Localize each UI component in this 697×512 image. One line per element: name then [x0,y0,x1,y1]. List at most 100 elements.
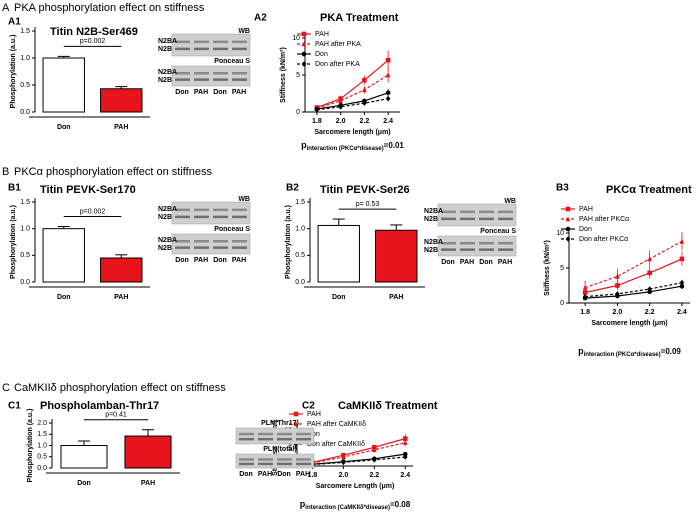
blot-label: PLN(total) [263,446,296,453]
blot-band [213,246,228,249]
panel-label: B2 [286,183,299,194]
legend-marker [565,206,571,212]
blot-band [175,246,190,249]
bar [124,435,172,469]
y-axis-label: Stiffness (kN/m²) [544,240,551,296]
x-tick-label: 2.0 [336,118,346,125]
series-line [312,442,406,464]
blot-band [239,432,254,436]
series-line [316,98,389,111]
blot-band-label: N2B [158,46,172,53]
y-axis-label: Phosphorylation (a.u.) [285,205,292,279]
blot-band [441,210,456,214]
blot-band [175,78,190,81]
legend-marker [565,236,571,242]
marker [314,106,320,113]
blot-band [213,78,228,81]
y-axis-label: Phosphorylation (a.u.) [10,205,17,279]
y-tick-label: 0 [296,109,300,116]
blot-band [194,246,209,249]
y-tick-label: 0.0 [20,109,30,116]
marker [402,439,408,445]
x-tick-label: 2.2 [360,118,370,125]
y-tick-label: 1.0 [20,55,30,62]
y-axis-label: Stiffness (kN/m²) [272,420,279,476]
blot-band [498,217,513,221]
blot-lane-label: PAH [498,259,512,266]
x-tick-label: Don [57,124,71,131]
bar [42,228,85,283]
blot-band [498,210,513,214]
x-tick-label: Don [77,480,91,487]
x-tick-label: PAH [141,480,155,487]
series-line [312,438,406,463]
legend-label: Don after CaMKIIδ [307,441,365,448]
blot-band [441,242,456,245]
marker [372,457,377,463]
series-line [316,74,389,109]
x-tick-label: 2.2 [645,309,655,316]
blot-band [498,242,513,245]
blot-band [232,246,247,249]
legend-label: Don [579,226,592,233]
blot-band [175,72,190,75]
legend-marker [565,216,571,222]
y-tick-label: 0.0 [37,465,47,472]
blot-band [441,248,456,251]
y-tick-label: 10 [292,35,300,42]
blot-band-label: N2B [158,214,172,221]
interaction-p-letter: p [578,346,584,356]
y-tick-label: 0.5 [20,82,30,89]
blot-band [232,208,247,212]
marker [385,57,391,63]
marker [362,87,367,93]
marker [341,459,346,466]
blot-band [213,240,228,243]
blot-band [277,458,292,461]
blot-image [437,235,517,257]
blot-image [171,33,251,57]
section-letter: A [2,2,10,14]
x-tick-label: 1.8 [308,472,318,479]
section-title: CaMKIIδ phosphorylation effect on stiffn… [14,382,226,394]
bar [317,224,360,283]
marker [582,284,588,290]
y-tick-label: 10 [556,230,564,237]
legend-label: PAH [307,411,321,418]
marker [362,100,367,106]
blot-band [277,432,292,436]
x-axis-label: Sarcomere Length (μm) [316,483,395,490]
bar [100,88,143,113]
blot-band [258,437,273,441]
series-line [316,92,389,110]
blot-band [194,78,209,81]
blot-lane-label: Don [175,257,189,264]
blot-band [213,47,228,51]
y-tick-label: 1.5 [20,199,30,206]
y-tick-label: 1.0 [295,226,305,233]
bar [60,445,108,469]
y-tick-label: 0.0 [295,279,305,286]
panel-title: PKA Treatment [320,12,399,24]
marker [372,447,377,453]
panel-label: A1 [8,17,21,28]
panel-label: C1 [8,401,21,412]
blot-band [479,217,494,221]
series-line [585,285,683,299]
blot-band [194,208,209,212]
interaction-p: pinteraction (PKCα*disease)=0.01 [301,140,404,151]
x-tick-label: 2.0 [339,472,349,479]
marker [647,256,652,262]
blot-lane-label: PAH [296,471,310,478]
panel-label: B1 [8,183,21,194]
blot-band [175,47,190,51]
blot-band [175,215,190,219]
p-value: p= 0.53 [356,201,380,208]
blot-image [437,203,517,227]
blot-band [175,208,190,212]
blot-band [232,72,247,75]
y-tick-label: 1.5 [295,199,305,206]
marker [385,95,391,102]
section-letter: C [2,382,10,394]
legend-label: Don [315,51,328,58]
